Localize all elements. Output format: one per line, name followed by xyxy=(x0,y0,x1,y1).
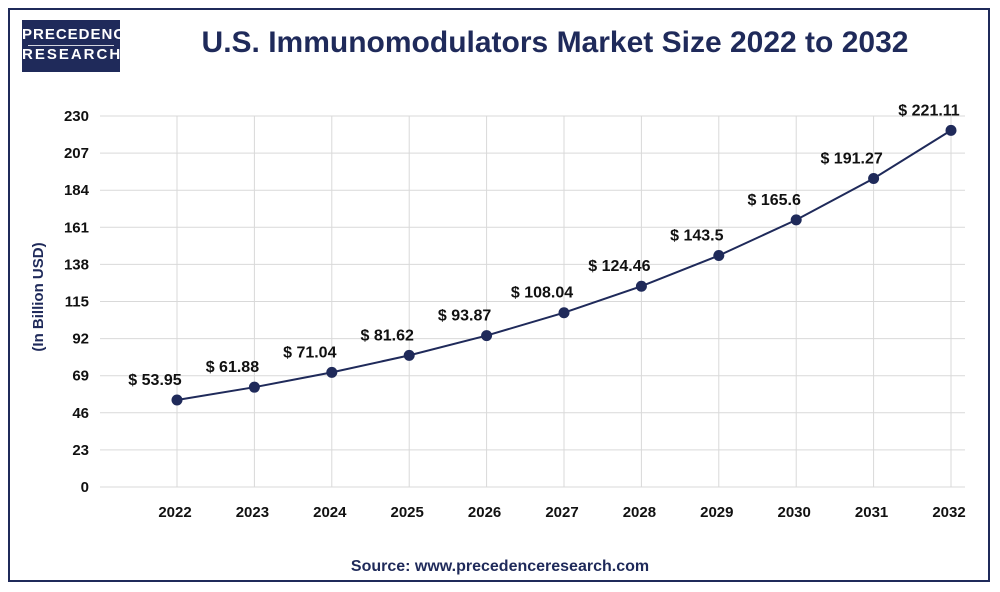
data-point xyxy=(248,381,260,393)
logo-divider xyxy=(28,45,114,46)
data-point xyxy=(403,349,415,361)
data-point xyxy=(790,214,802,226)
chart-frame xyxy=(8,8,990,582)
x-tick-label: 2031 xyxy=(855,504,888,521)
data-point xyxy=(171,394,183,406)
data-label: $ 93.87 xyxy=(438,308,491,325)
logo-line-1: PRECEDENCE xyxy=(22,26,137,43)
x-tick-label: 2029 xyxy=(700,504,733,521)
y-tick-label: 69 xyxy=(72,368,89,385)
data-label: $ 61.88 xyxy=(206,359,259,376)
y-tick-label: 184 xyxy=(64,182,90,199)
y-tick-label: 138 xyxy=(64,256,89,273)
data-point xyxy=(481,330,493,342)
logo-line-2: RESEARCH xyxy=(22,46,123,63)
y-tick-label: 0 xyxy=(81,479,89,496)
x-tick-label: 2028 xyxy=(623,504,656,521)
y-tick-label: 46 xyxy=(72,405,89,422)
y-tick-label: 115 xyxy=(65,294,89,311)
data-label: $ 108.04 xyxy=(511,285,573,302)
y-tick-label: 207 xyxy=(64,145,89,162)
x-tick-label: 2023 xyxy=(236,504,269,521)
data-label: $ 53.95 xyxy=(128,372,181,389)
y-tick-label: 230 xyxy=(64,108,89,125)
x-tick-label: 2022 xyxy=(158,504,191,521)
data-point xyxy=(945,124,957,136)
x-tick-label: 2030 xyxy=(778,504,811,521)
data-point xyxy=(635,280,647,292)
data-label: $ 191.27 xyxy=(820,150,882,167)
data-label: $ 165.6 xyxy=(748,192,801,209)
x-tick-label: 2027 xyxy=(545,504,578,521)
source-note: Source: www.precedenceresearch.com xyxy=(350,558,650,575)
brand-logo: PRECEDENCE RESEARCH xyxy=(22,20,137,72)
data-label: $ 71.04 xyxy=(283,344,336,361)
data-label: $ 124.46 xyxy=(588,258,650,275)
data-point xyxy=(713,250,725,262)
data-point xyxy=(558,307,570,319)
x-tick-label: 2032 xyxy=(932,504,965,521)
chart-title: U.S. Immunomodulators Market Size 2022 t… xyxy=(201,26,909,59)
y-tick-label: 23 xyxy=(72,442,89,459)
y-tick-label: 92 xyxy=(72,331,89,348)
y-axis-label: (In Billion USD) xyxy=(30,242,47,351)
data-label: $ 143.5 xyxy=(670,228,723,245)
data-point xyxy=(868,172,880,184)
x-tick-label: 2026 xyxy=(468,504,501,521)
x-tick-label: 2024 xyxy=(313,504,347,521)
data-label: $ 81.62 xyxy=(361,327,414,344)
x-tick-label: 2025 xyxy=(391,504,424,521)
y-tick-label: 161 xyxy=(64,219,89,236)
data-point xyxy=(326,366,338,378)
data-label: $ 221.11 xyxy=(898,102,960,119)
